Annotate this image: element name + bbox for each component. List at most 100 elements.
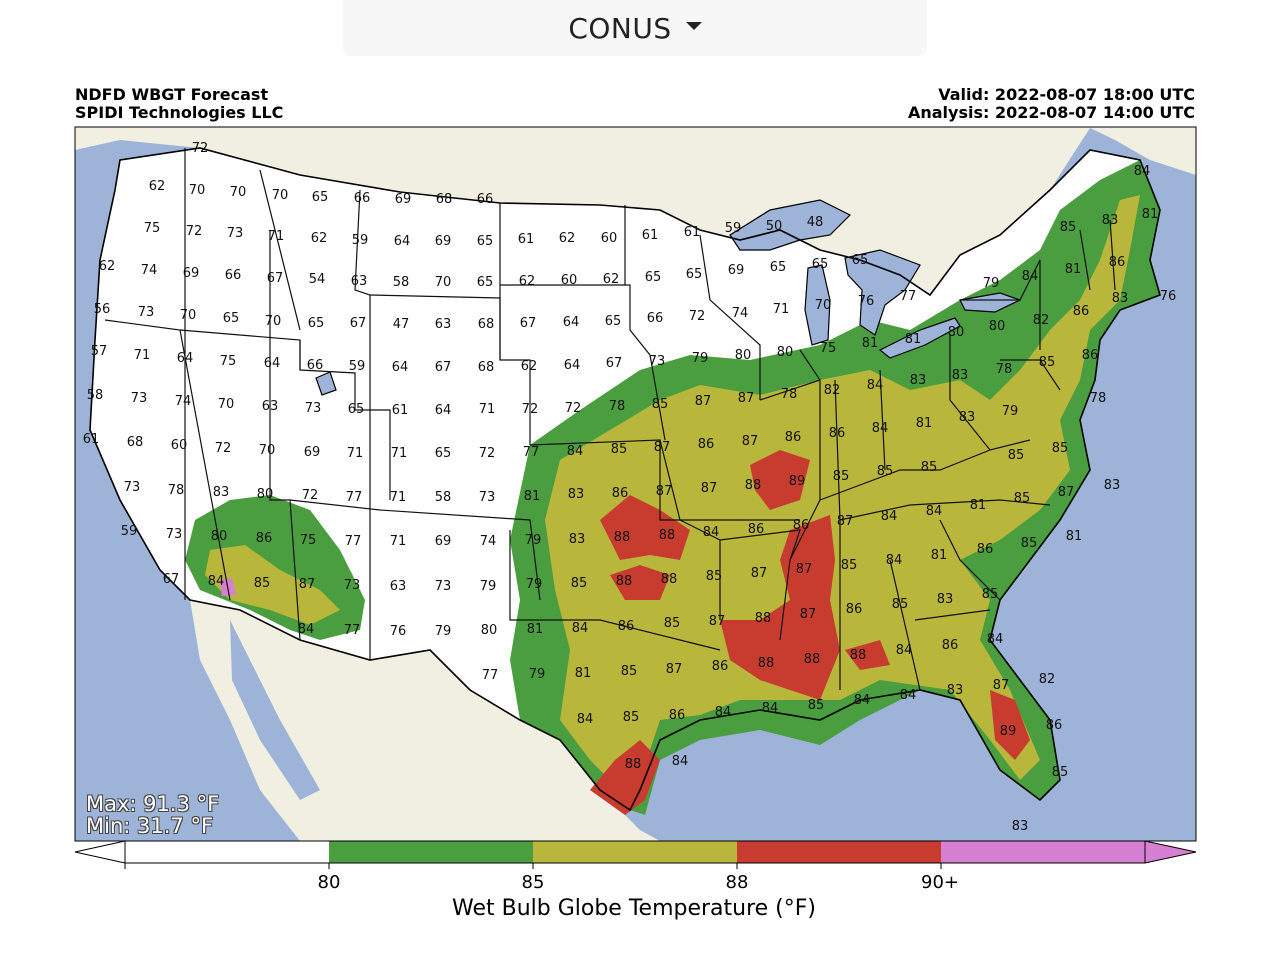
- colorbar-bin: [737, 841, 942, 863]
- station-value: 68: [127, 435, 144, 450]
- station-value: 85: [1021, 536, 1038, 551]
- station-value: 65: [308, 316, 325, 331]
- station-value: 72: [215, 441, 232, 456]
- station-value: 59: [352, 233, 369, 248]
- station-value: 85: [1060, 220, 1077, 235]
- station-value: 83: [1112, 291, 1129, 306]
- station-value: 86: [748, 522, 765, 537]
- station-value: 85: [921, 460, 938, 475]
- station-value: 84: [867, 378, 884, 393]
- station-value: 72: [186, 224, 203, 239]
- station-value: 71: [390, 534, 407, 549]
- station-value: 73: [138, 305, 155, 320]
- station-value: 85: [892, 597, 909, 612]
- station-value: 81: [575, 666, 592, 681]
- station-value: 65: [686, 267, 703, 282]
- lake-michigan: [804, 264, 831, 346]
- station-value: 81: [1065, 262, 1082, 277]
- station-value: 67: [163, 572, 180, 587]
- station-value: 81: [524, 489, 541, 504]
- station-value: 84: [298, 622, 315, 637]
- station-value: 69: [728, 263, 745, 278]
- station-value: 71: [773, 302, 790, 317]
- station-value: 73: [649, 354, 666, 369]
- station-value: 73: [305, 401, 322, 416]
- station-value: 81: [1066, 529, 1083, 544]
- station-value: 88: [758, 656, 775, 671]
- colorbar-bin: [329, 841, 534, 863]
- station-value: 59: [725, 221, 742, 236]
- station-value: 83: [959, 410, 976, 425]
- station-value: 74: [480, 534, 497, 549]
- station-value: 86: [1109, 255, 1126, 270]
- region-select-label: CONUS: [568, 11, 672, 45]
- station-value: 63: [351, 274, 368, 289]
- caret-down-icon[interactable]: [685, 22, 702, 30]
- station-value: 86: [977, 542, 994, 557]
- station-value: 86: [1073, 304, 1090, 319]
- station-value: 87: [738, 391, 755, 406]
- station-value: 85: [706, 569, 723, 584]
- station-value: 69: [435, 234, 452, 249]
- colorbar: [74, 840, 1197, 869]
- station-value: 84: [577, 712, 594, 727]
- station-value: 66: [225, 268, 242, 283]
- station-value: 81: [916, 416, 933, 431]
- station-value: 85: [808, 698, 825, 713]
- station-value: 83: [569, 532, 586, 547]
- colorbar-extend-high: [1144, 840, 1197, 864]
- station-value: 86: [793, 518, 810, 533]
- station-value: 70: [259, 443, 276, 458]
- station-value: 80: [211, 529, 228, 544]
- map-area: 72 62 70 70 70 65 66 69 68 66 75 72 73 71 62 59 64 69 65 61…: [75, 127, 1196, 841]
- station-value: 68: [436, 192, 453, 207]
- station-value: 87: [993, 678, 1010, 693]
- station-values: 72 62 70 70 70 65 66 69 68 66 75 72 73 71 62 59 64 69 65 61…: [83, 141, 1177, 834]
- station-value: 79: [526, 577, 543, 592]
- station-value: 88: [804, 652, 821, 667]
- station-value: 70: [218, 397, 235, 412]
- colorbar-extend-low: [74, 840, 126, 864]
- station-value: 63: [435, 317, 452, 332]
- station-value: 84: [703, 525, 720, 540]
- station-value: 63: [390, 579, 407, 594]
- station-value: 85: [1014, 491, 1031, 506]
- station-value: 80: [735, 348, 752, 363]
- station-value: 86: [1046, 718, 1063, 733]
- station-value: 81: [1142, 207, 1159, 222]
- station-value: 85: [652, 397, 669, 412]
- station-value: 85: [1052, 441, 1069, 456]
- station-value: 61: [392, 403, 409, 418]
- colorbar-bin: [533, 841, 738, 863]
- station-value: 84: [762, 701, 779, 716]
- station-value: 64: [394, 234, 411, 249]
- station-value: 76: [858, 294, 875, 309]
- station-value: 85: [611, 442, 628, 457]
- station-value: 84: [881, 509, 898, 524]
- station-value: 74: [175, 394, 192, 409]
- station-value: 86: [612, 486, 629, 501]
- wbgt-88-90-area: [750, 450, 810, 510]
- station-value: 83: [947, 683, 964, 698]
- wbgt-88-90-area: [600, 495, 690, 560]
- station-value: 85: [621, 664, 638, 679]
- station-value: 62: [149, 179, 166, 194]
- station-value: 65: [223, 311, 240, 326]
- map-header-right: Valid: 2022-08-07 18:00 UTC Analysis: 20…: [908, 86, 1195, 122]
- station-value: 71: [391, 446, 408, 461]
- station-value: 84: [672, 754, 689, 769]
- station-value: 79: [1002, 404, 1019, 419]
- station-value: 84: [567, 444, 584, 459]
- wbgt-88-90-area: [590, 740, 660, 815]
- colorbar-bin: [941, 841, 1146, 863]
- station-value: 73: [479, 490, 496, 505]
- station-value: 88: [614, 530, 631, 545]
- station-value: 58: [435, 490, 452, 505]
- station-value: 86: [942, 638, 959, 653]
- station-value: 69: [183, 266, 200, 281]
- station-value: 70: [435, 275, 452, 290]
- station-value: 65: [348, 402, 365, 417]
- station-value: 88: [755, 611, 772, 626]
- station-value: 88: [625, 757, 642, 772]
- region-select[interactable]: CONUS: [343, 0, 927, 56]
